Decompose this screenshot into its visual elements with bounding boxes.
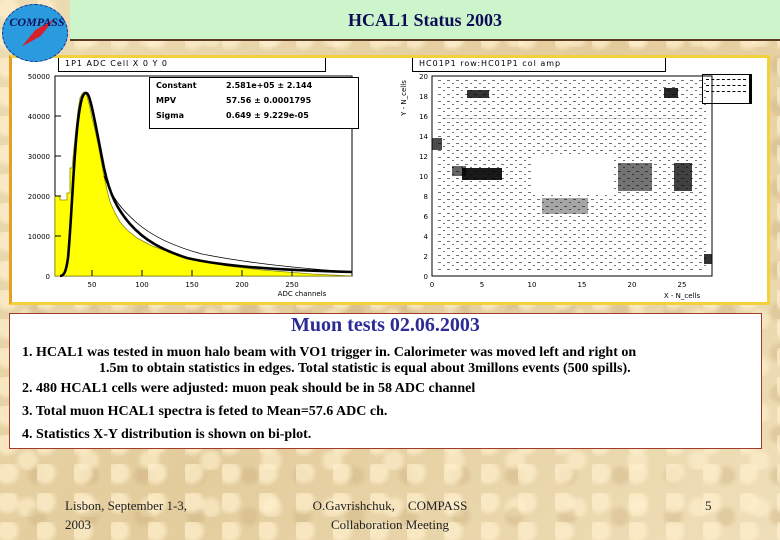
compass-logo-icon: COMPASS <box>2 4 68 62</box>
svg-text:0: 0 <box>430 281 434 289</box>
svg-text:20000: 20000 <box>28 193 50 201</box>
svg-text:250: 250 <box>285 281 298 289</box>
stat-row-sigma: Sigma 0.649 ± 9.229e-05 <box>156 111 309 120</box>
svg-text:18: 18 <box>419 93 428 101</box>
svg-text:40000: 40000 <box>28 113 50 121</box>
svg-text:0: 0 <box>424 273 428 281</box>
svg-text:20: 20 <box>419 73 428 81</box>
svg-text:16: 16 <box>419 113 428 121</box>
svg-text:150: 150 <box>185 281 198 289</box>
svg-text:0: 0 <box>46 273 50 281</box>
list-item: 3. Total muon HCAL1 spectra is feted to … <box>22 404 388 419</box>
svg-text:2: 2 <box>424 253 428 261</box>
stats-legend-box <box>702 74 752 104</box>
svg-text:25: 25 <box>678 281 687 289</box>
footer-author: O.Gavrishchuk, COMPASS Collaboration Mee… <box>312 498 468 532</box>
left-plot-header: 1P1 ADC Cell X 0 Y 0 <box>58 58 326 72</box>
section-subtitle: Muon tests 02.06.2003 <box>291 314 480 336</box>
logo-text: COMPASS <box>9 15 65 29</box>
text-panel: Muon tests 02.06.2003 1. HCAL1 was teste… <box>9 313 762 449</box>
svg-text:14: 14 <box>419 133 428 141</box>
slide-title: HCAL1 Status 2003 <box>347 10 503 30</box>
svg-text:X - N_cells: X - N_cells <box>664 292 701 300</box>
title-bar: HCAL1 Status 2003 <box>70 0 780 41</box>
svg-text:Y - N_cells: Y - N_cells <box>400 80 408 117</box>
svg-text:10000: 10000 <box>28 233 50 241</box>
stat-row-mpv: MPV 57.56 ± 0.0001795 <box>156 96 312 105</box>
svg-text:ADC channels: ADC channels <box>278 290 327 298</box>
svg-text:200: 200 <box>235 281 248 289</box>
list-item: 2. 480 HCAL1 cells were adjusted: muon p… <box>22 381 476 396</box>
svg-text:100: 100 <box>135 281 148 289</box>
svg-text:4: 4 <box>424 233 429 241</box>
plots-panel: 1P1 ADC Cell X 0 Y 0 Constant 2.581e+05 ±… <box>9 55 770 305</box>
svg-text:8: 8 <box>424 193 428 201</box>
svg-text:30000: 30000 <box>28 153 50 161</box>
svg-text:10: 10 <box>419 173 428 181</box>
findings-list: 1. HCAL1 was tested in muon halo beam wi… <box>22 341 636 446</box>
svg-text:15: 15 <box>578 281 587 289</box>
right-plot-header: HC01P1 row:HC01P1 col amp <box>412 58 666 72</box>
stat-row-constant: Constant 2.581e+05 ± 2.144 <box>156 81 313 90</box>
list-item: 4. Statistics X-Y distribution is shown … <box>22 427 312 442</box>
page-number: 5 <box>705 498 712 513</box>
footer-location-date: Lisbon, September 1-3, 2003 <box>65 498 188 532</box>
svg-text:5: 5 <box>480 281 484 289</box>
list-item: 1. HCAL1 was tested in muon halo beam wi… <box>22 345 637 360</box>
adc-histogram-chart: 0 10000 20000 30000 40000 50000 50 100 1… <box>28 73 353 298</box>
svg-text:12: 12 <box>419 153 428 161</box>
svg-text:20: 20 <box>628 281 637 289</box>
fit-stats-box: Constant 2.581e+05 ± 2.144 MPV 57.56 ± 0.0… <box>149 77 359 129</box>
svg-text:6: 6 <box>424 213 429 221</box>
svg-text:50000: 50000 <box>28 73 50 81</box>
list-item-continuation: 1.5m to obtain statistics in edges. Tota… <box>99 361 631 376</box>
xy-scatter-chart: 0 2 4 6 8 10 12 14 16 18 20 Y - N_cells … <box>400 73 713 300</box>
svg-text:10: 10 <box>528 281 537 289</box>
svg-text:50: 50 <box>88 281 97 289</box>
